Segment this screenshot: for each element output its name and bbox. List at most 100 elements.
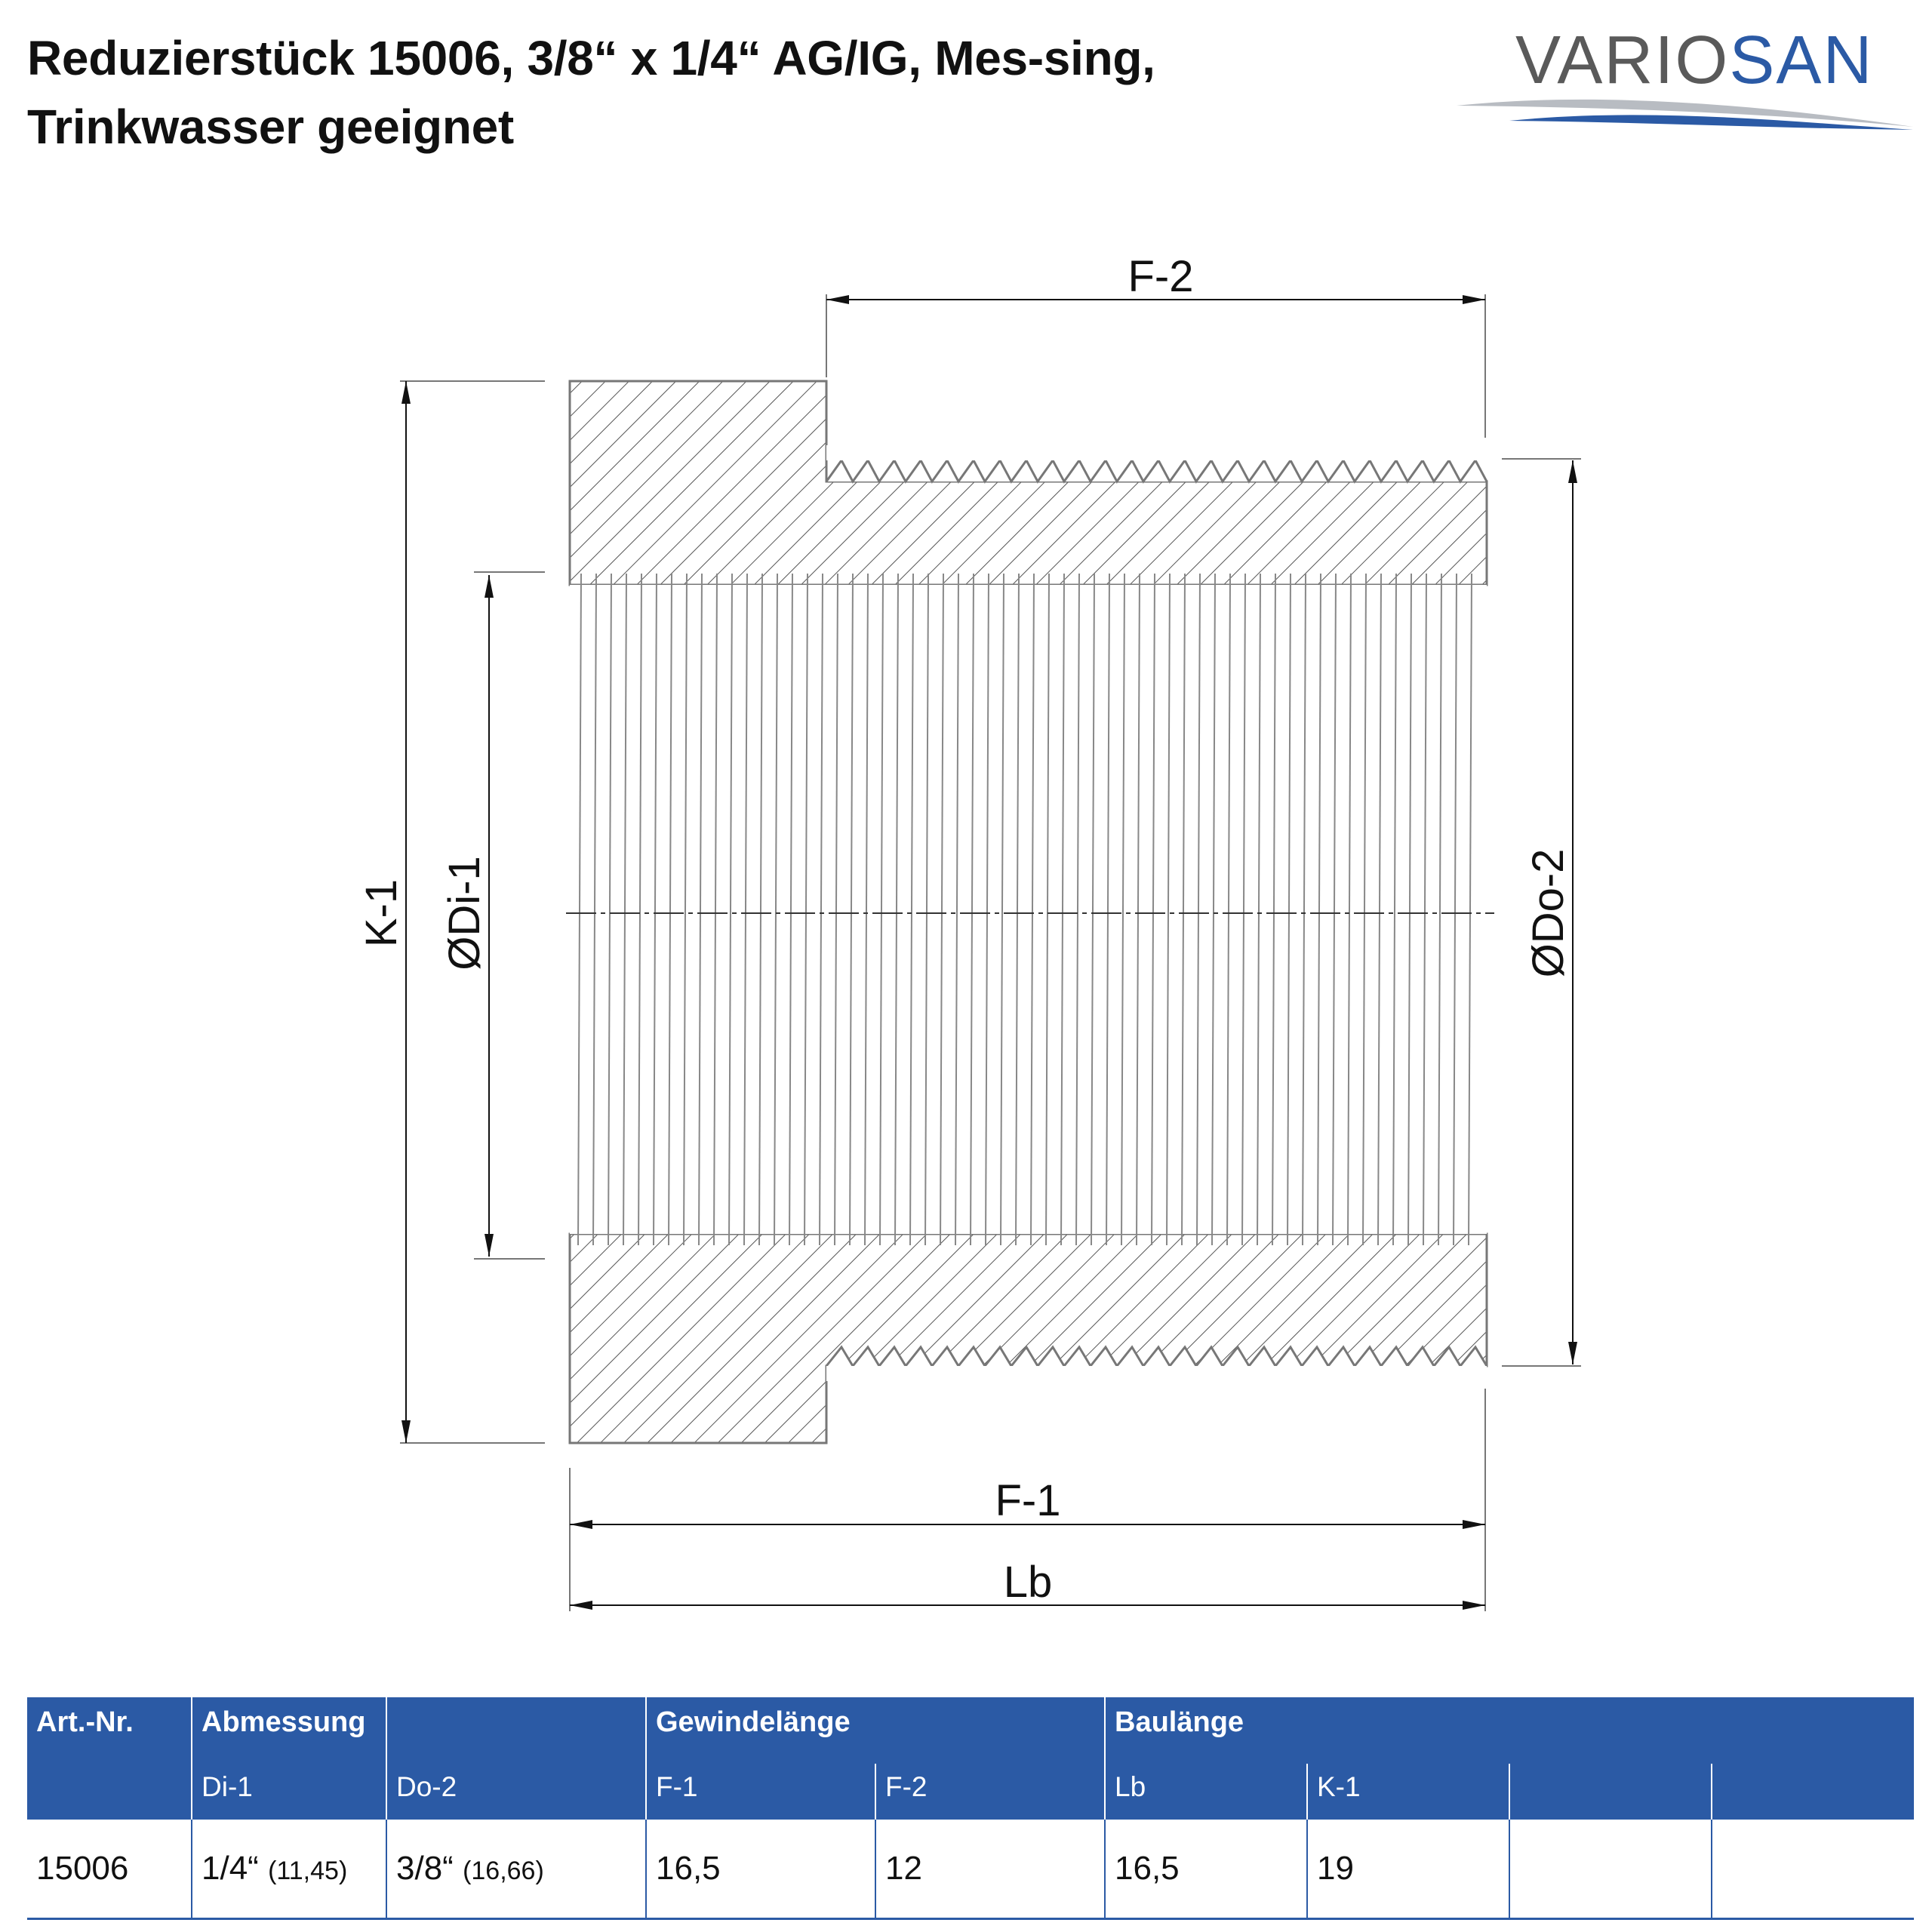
thread-line — [743, 573, 748, 1246]
cell-art-nr: 15006 — [27, 1820, 192, 1920]
thread-line — [1015, 573, 1020, 1246]
thread-line — [1377, 573, 1382, 1246]
subheader-lb: Lb — [1104, 1764, 1307, 1820]
thread-line — [1166, 573, 1171, 1246]
thread-line — [1075, 573, 1080, 1246]
thread-line — [1302, 573, 1306, 1246]
subheader-k1: K-1 — [1306, 1764, 1509, 1820]
thread-line — [1181, 573, 1186, 1246]
cell-k1: 19 — [1306, 1820, 1509, 1920]
cell-di1-mm: (11,45) — [268, 1857, 348, 1885]
subheader-do2: Do-2 — [386, 1764, 646, 1820]
svg-text:VARIOSAN: VARIOSAN — [1515, 23, 1873, 98]
thread-line — [1332, 573, 1337, 1246]
cell-f2: 12 — [875, 1820, 1105, 1920]
thread-line — [1241, 573, 1246, 1246]
thread-line — [1468, 573, 1472, 1246]
dimension-lines — [401, 295, 1577, 1610]
thread-line — [1211, 573, 1216, 1246]
logo-text-vario: VARIO — [1515, 23, 1729, 98]
subheader-blank-1 — [1509, 1764, 1712, 1820]
thread-line — [1045, 573, 1050, 1246]
cell-do2: 3/8“ (16,66) — [386, 1820, 646, 1920]
thread-lines — [577, 573, 1472, 1246]
thread-line — [894, 573, 899, 1246]
thread-line — [1151, 573, 1155, 1246]
thread-line — [789, 573, 793, 1246]
cell-blank-1 — [1509, 1820, 1712, 1920]
header-blank-5 — [1712, 1697, 1914, 1764]
thread-line — [955, 573, 959, 1246]
label-do2: ØDo-2 — [1524, 849, 1573, 978]
thread-line — [1257, 573, 1261, 1246]
thread-line — [864, 573, 869, 1246]
label-k1: K-1 — [357, 879, 406, 947]
fitting-body — [568, 380, 1488, 1444]
thread-line — [1347, 573, 1352, 1246]
cell-blank-2 — [1711, 1820, 1914, 1920]
thread-line — [623, 573, 627, 1246]
thread-line — [1287, 573, 1291, 1246]
page-title: Reduzierstück 15006, 3/8“ x 1/4“ AG/IG, … — [27, 31, 1155, 154]
thread-line — [1091, 573, 1095, 1246]
table-header-sub: Di-1 Do-2 F-1 F-2 Lb K-1 — [27, 1764, 1914, 1820]
spec-table: Art.-Nr. Abmessung Gewindelänge Baulänge… — [27, 1697, 1914, 1920]
thread-line — [1453, 573, 1457, 1246]
thread-line — [698, 573, 703, 1246]
thread-line — [653, 573, 657, 1246]
label-di1: ØDi-1 — [440, 856, 489, 970]
table-header-groups: Art.-Nr. Abmessung Gewindelänge Baulänge — [27, 1697, 1914, 1764]
thread-line — [849, 573, 854, 1246]
thread-line — [1030, 573, 1035, 1246]
thread-line — [1226, 573, 1231, 1246]
cell-di1-inch: 1/4“ — [202, 1850, 259, 1887]
logo-text-san: SAN — [1729, 23, 1873, 98]
subheader-di1: Di-1 — [191, 1764, 386, 1820]
thread-line — [1121, 573, 1125, 1246]
header-blank-1 — [386, 1697, 646, 1764]
thread-line — [1000, 573, 1004, 1246]
thread-line — [1196, 573, 1201, 1246]
label-f2: F-2 — [1128, 252, 1194, 301]
thread-line — [774, 573, 778, 1246]
thread-line — [728, 573, 733, 1246]
header-abmessung: Abmessung — [191, 1697, 386, 1764]
thread-line — [804, 573, 808, 1246]
thread-line — [1106, 573, 1110, 1246]
technical-drawing: F-2 K-1 ØDi-1 ØDo-2 F-1 Lb — [357, 252, 1581, 1611]
subheader-blank-2 — [1711, 1764, 1914, 1820]
thread-line — [1438, 573, 1442, 1246]
variosan-logo: VARIOSAN — [1457, 23, 1913, 130]
thread-line — [970, 573, 974, 1246]
cell-do2-inch: 3/8“ — [396, 1850, 454, 1887]
thread-line — [819, 573, 823, 1246]
thread-line — [940, 573, 944, 1246]
table-row: 15006 1/4“ (11,45) 3/8“ (16,66) 16,5 12 … — [27, 1820, 1914, 1920]
thread-line — [592, 573, 597, 1246]
subheader-f1: F-1 — [645, 1764, 875, 1820]
thread-line — [1392, 573, 1397, 1246]
subheader-f2: F-2 — [875, 1764, 1105, 1820]
thread-line — [924, 573, 929, 1246]
header-blank-4 — [1509, 1697, 1712, 1764]
thread-line — [1060, 573, 1065, 1246]
header-gewindelaenge: Gewindelänge — [645, 1697, 875, 1764]
thread-line — [1272, 573, 1276, 1246]
thread-line — [683, 573, 688, 1246]
thread-line — [1136, 573, 1140, 1246]
thread-line — [668, 573, 672, 1246]
thread-line — [909, 573, 914, 1246]
thread-line — [1317, 573, 1321, 1246]
header-blank-3 — [1307, 1697, 1509, 1764]
thread-line — [713, 573, 718, 1246]
thread-line — [1362, 573, 1367, 1246]
thread-line — [985, 573, 989, 1246]
label-lb: Lb — [1004, 1558, 1053, 1607]
cell-f1: 16,5 — [645, 1820, 875, 1920]
thread-line — [608, 573, 612, 1246]
thread-line — [577, 573, 582, 1246]
thread-line — [758, 573, 763, 1246]
thread-line — [834, 573, 838, 1246]
cell-lb: 16,5 — [1104, 1820, 1307, 1920]
thread-line — [879, 573, 884, 1246]
